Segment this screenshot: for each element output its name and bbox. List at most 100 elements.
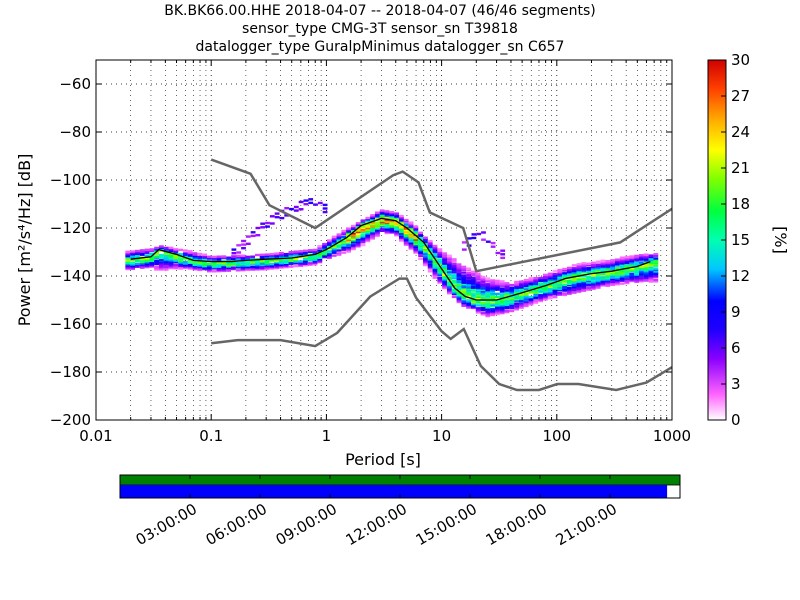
psd-cell (461, 280, 467, 283)
psd-cell (447, 270, 452, 273)
psd-cell (562, 269, 567, 272)
psd-cell (595, 267, 601, 271)
psd-cell (475, 289, 481, 293)
psd-cell (139, 257, 145, 261)
psd-cell (159, 246, 164, 250)
y-tick-label: −140 (50, 267, 91, 285)
psd-cell (384, 226, 390, 229)
psd-cell (312, 254, 318, 257)
psd-cell (456, 279, 462, 282)
psd-cell (528, 287, 534, 290)
psd-cell (514, 292, 519, 295)
psd-cell (384, 227, 390, 230)
psd-outlier-cell (245, 242, 251, 245)
psd-cell (523, 283, 529, 286)
psd-cell (399, 235, 404, 238)
psd-cell (533, 281, 539, 284)
psd-cell (154, 261, 159, 264)
psd-cell (202, 265, 207, 268)
psd-cell (293, 259, 299, 262)
psd-cell (197, 258, 203, 261)
psd-outlier-cell (476, 232, 482, 236)
psd-cell (163, 253, 169, 257)
psd-cell (355, 236, 361, 239)
psd-cell (293, 254, 299, 258)
psd-cell (523, 287, 529, 290)
psd-cell (183, 265, 188, 268)
psd-cell (197, 267, 203, 270)
psd-cell (533, 278, 539, 281)
psd-cell (159, 261, 164, 264)
psd-cell (427, 252, 433, 256)
psd-cell (427, 254, 433, 257)
psd-cell (610, 272, 615, 275)
psd-cell (615, 280, 620, 283)
psd-cell (355, 230, 361, 234)
psd-cell (154, 252, 159, 255)
psd-cell (264, 262, 270, 265)
psd-cell (226, 256, 231, 259)
psd-cell (408, 243, 414, 246)
psd-cell (480, 307, 486, 310)
psd-cell (183, 252, 188, 255)
psd-cell (639, 267, 644, 270)
psd-cell (399, 219, 404, 222)
psd-cell (178, 260, 183, 263)
psd-cell (202, 253, 207, 256)
psd-cell (456, 280, 462, 283)
psd-cell (331, 241, 337, 244)
psd-cell (567, 286, 572, 290)
psd-cell (571, 278, 577, 281)
psd-cell (432, 254, 438, 258)
psd-cell (159, 265, 164, 268)
psd-cell (231, 259, 236, 262)
psd-cell (231, 262, 236, 265)
psd-cell (187, 260, 193, 263)
psd-cell (346, 228, 351, 232)
psd-cell (168, 249, 174, 252)
psd-cell (595, 279, 601, 282)
psd-cell (471, 272, 476, 275)
psd-cell (591, 274, 596, 277)
psd-cell (298, 261, 303, 264)
psd-cell (279, 254, 284, 258)
psd-cell (365, 225, 371, 228)
psd-cell (471, 302, 476, 305)
psd-cell (475, 281, 481, 284)
psd-cell (250, 262, 255, 266)
psd-cell (178, 258, 183, 262)
psd-cell (168, 251, 174, 254)
psd-cell (552, 278, 558, 282)
psd-cell (365, 232, 371, 235)
timeline-label: 09:00:00 (273, 500, 340, 549)
psd-cell (471, 288, 476, 291)
psd-cell (595, 282, 601, 285)
psd-cell (307, 257, 313, 261)
psd-cell (163, 252, 169, 255)
psd-cell (187, 254, 193, 257)
psd-cell (130, 254, 135, 258)
psd-cell (149, 249, 155, 252)
psd-cell (538, 288, 543, 291)
psd-cell (216, 261, 222, 264)
psd-cell (336, 239, 342, 242)
psd-cell (259, 259, 265, 262)
psd-cell (442, 266, 447, 270)
psd-cell (543, 280, 548, 284)
psd-cell (408, 235, 414, 239)
psd-cell (475, 285, 481, 288)
psd-cell (504, 295, 510, 298)
psd-cell (394, 232, 399, 235)
psd-cell (144, 251, 150, 254)
psd-cell (466, 302, 471, 305)
psd-outlier-cell (241, 243, 246, 246)
psd-cell (480, 285, 486, 289)
psd-cell (360, 226, 366, 229)
psd-cell (168, 265, 174, 268)
psd-cell (586, 275, 591, 278)
psd-cell (504, 305, 510, 308)
psd-cell (154, 259, 159, 263)
psd-cell (221, 268, 227, 271)
psd-cell (533, 292, 539, 296)
psd-cell (466, 290, 471, 293)
